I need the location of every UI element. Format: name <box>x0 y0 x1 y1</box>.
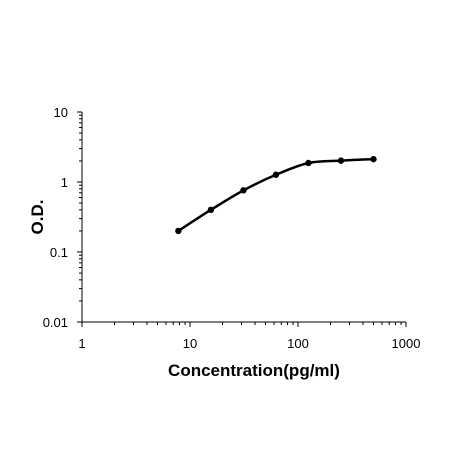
y-tick-label: 0.1 <box>50 245 68 260</box>
data-point <box>240 187 247 194</box>
data-point <box>337 157 345 164</box>
x-axis-tick-labels: 1 10 100 1000 <box>78 336 420 351</box>
data-point <box>207 206 215 214</box>
series-lines <box>177 157 374 232</box>
x-tick-label: 1000 <box>392 336 421 351</box>
data-point <box>175 227 182 235</box>
x-axis-ticks <box>81 322 407 327</box>
y-tick-label: 10 <box>54 105 68 120</box>
series-points <box>175 155 377 235</box>
y-axis-tick-labels: 0.01 0.1 1 10 <box>43 105 68 330</box>
y-tick-label: 1 <box>61 175 68 190</box>
y-tick-label: 0.01 <box>43 315 68 330</box>
y-axis-ticks <box>77 111 82 323</box>
data-point <box>370 155 377 163</box>
x-axis-title: Concentration(pg/ml) <box>168 361 340 380</box>
axes <box>81 112 406 323</box>
series-line <box>177 157 374 232</box>
y-axis-title: O.D. <box>28 200 47 235</box>
data-point <box>272 171 280 178</box>
x-tick-label: 10 <box>183 336 197 351</box>
x-tick-label: 1 <box>78 336 85 351</box>
x-tick-label: 100 <box>287 336 309 351</box>
data-point <box>305 159 312 167</box>
